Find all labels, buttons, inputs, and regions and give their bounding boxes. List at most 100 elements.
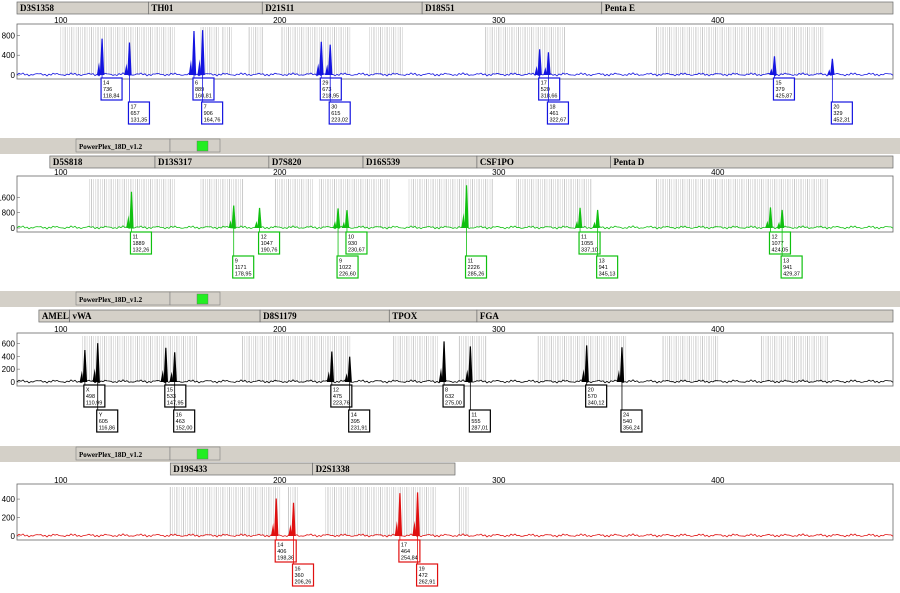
peak-height: 1077 (771, 241, 783, 247)
locus-name: D19S433 (173, 464, 208, 474)
peak (595, 209, 600, 228)
peak-size: 178,95 (235, 272, 252, 278)
stutter-peak (96, 62, 101, 75)
peak-height: 941 (783, 265, 792, 271)
stutter-peak (394, 521, 399, 536)
peak-label-box (336, 255, 359, 279)
peak (768, 207, 773, 228)
peak (577, 207, 583, 228)
peak-height: 360 (295, 573, 304, 579)
peak-size: 160,81 (195, 94, 212, 100)
peak (546, 52, 551, 75)
peak-label-box (780, 255, 803, 279)
peak-allele: 10 (348, 235, 354, 241)
peak (464, 185, 469, 228)
peak-size: 356,24 (623, 426, 640, 432)
stutter-peak (776, 221, 781, 228)
peak-height: 941 (599, 265, 608, 271)
peak-label-box (768, 231, 792, 255)
peak-size: 340,12 (588, 401, 605, 407)
stutter-peak (197, 59, 202, 75)
peak (291, 502, 296, 536)
peak-height: 657 (130, 111, 139, 117)
peak-label-box (585, 384, 608, 408)
peak (329, 351, 335, 382)
peak-size: 147,95 (167, 401, 184, 407)
peak-height: 889 (195, 87, 204, 93)
baseline-trace (16, 533, 894, 538)
peak-allele: 9 (235, 259, 238, 265)
y-tick-label: 200 (2, 365, 16, 374)
locus-name: Penta E (605, 3, 635, 13)
kit-header-bar (0, 138, 900, 154)
locus-box (601, 1, 894, 15)
peak-label-box (257, 231, 281, 255)
x-tick-label: 400 (711, 16, 725, 25)
bin-markers (89, 179, 828, 228)
plot-frame (16, 483, 894, 541)
locus-name: FGA (480, 311, 499, 321)
peak-label-box (274, 539, 297, 563)
dye-indicator-field (169, 138, 221, 153)
peak-allele: 17 (401, 543, 407, 549)
peak (584, 345, 589, 382)
peak-size: 190,76 (261, 248, 278, 254)
x-tick-label: 400 (711, 325, 725, 334)
peak-height: 1047 (261, 241, 273, 247)
peak (127, 42, 132, 75)
peak-label-box (96, 409, 119, 433)
peak-allele: 9 (339, 259, 342, 265)
locus-name: vWA (73, 311, 93, 321)
peak (191, 31, 197, 75)
peak-height: 1171 (235, 265, 247, 271)
x-tick-label: 300 (492, 168, 506, 177)
peak-height: 570 (588, 394, 597, 400)
x-tick-label: 200 (273, 168, 287, 177)
x-tick-label: 400 (711, 476, 725, 485)
y-tick-label: 800 (2, 209, 16, 218)
peak-height: 498 (86, 394, 95, 400)
locus-name: D21S11 (265, 3, 295, 13)
peak-size: 337,10 (581, 248, 598, 254)
peak-size: 118,84 (103, 94, 119, 100)
x-tick-label: 100 (54, 168, 68, 177)
peak-height: 395 (351, 419, 360, 425)
kit-name: PowerPlex_18D_v1.2 (79, 296, 143, 304)
peak-size: 110,99 (86, 401, 102, 407)
peak-size: 152,00 (176, 426, 193, 432)
stutter-peak (534, 65, 539, 75)
peak (231, 205, 236, 228)
peak (344, 210, 350, 228)
kit-name: PowerPlex_18D_v1.2 (79, 451, 143, 459)
x-tick-label: 200 (273, 325, 287, 334)
peak-size: 223,76 (333, 401, 350, 407)
peak-allele: 15 (167, 388, 173, 394)
stutter-peak (765, 220, 769, 228)
locus-name: D8S1179 (263, 311, 297, 321)
stutter-peak (160, 370, 165, 382)
peak (129, 191, 134, 228)
locus-name: TH01 (151, 3, 174, 13)
peak-label-box (578, 231, 601, 255)
bin-markers (60, 27, 824, 75)
peak-label-box (546, 101, 570, 125)
locus-box (312, 462, 456, 476)
peak-size: 131,35 (130, 118, 147, 124)
peak-size: 424,05 (771, 248, 788, 254)
locus-name: D16S539 (366, 157, 401, 167)
peak-height: 1022 (339, 265, 351, 271)
peak-allele: 17 (130, 105, 136, 111)
stutter-peak (326, 371, 331, 382)
y-tick-label: 1600 (0, 193, 16, 202)
dye-indicator-field (169, 291, 221, 306)
peak-label-box (83, 384, 106, 408)
peak-label-box (328, 101, 351, 125)
stutter-peak (271, 522, 275, 536)
peak-label-box (232, 255, 255, 279)
stutter-peak (769, 68, 773, 75)
locus-name: TPOX (392, 311, 418, 321)
stutter-peak (616, 369, 621, 382)
stutter-peak (79, 370, 84, 382)
peak-allele: 7 (204, 105, 207, 111)
peak-allele: 14 (277, 543, 283, 549)
